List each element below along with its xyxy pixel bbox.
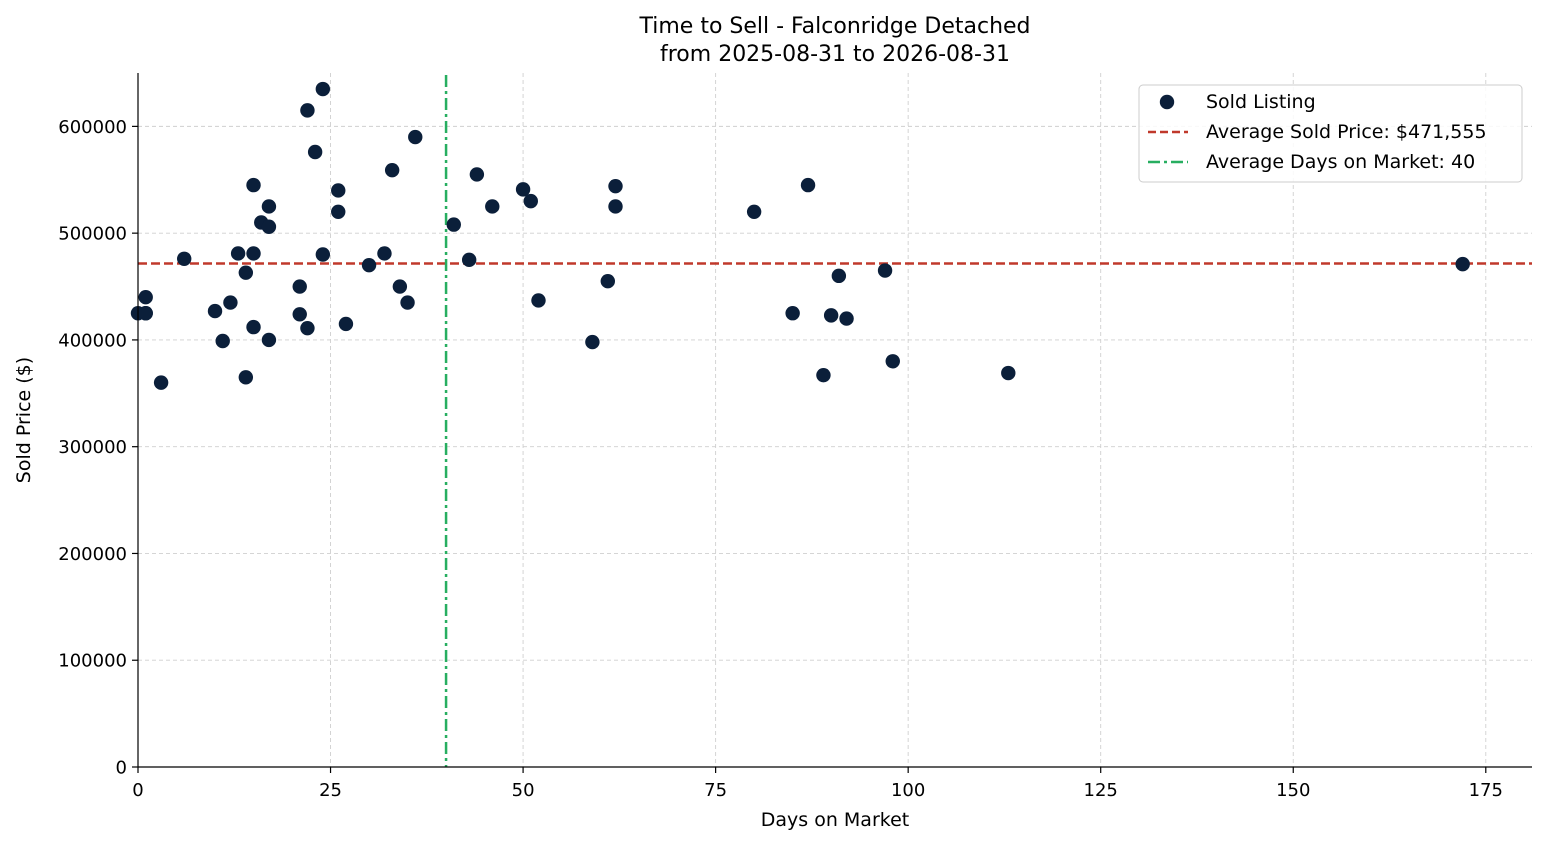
x-tick-label: 100 xyxy=(891,780,925,801)
sold-listing-point xyxy=(785,306,800,321)
sold-listing-point xyxy=(361,257,377,273)
sold-listing-point xyxy=(300,320,315,336)
sold-listing-point xyxy=(523,193,538,209)
sold-listing-point xyxy=(246,246,261,261)
x-tick-label: 75 xyxy=(704,780,727,801)
y-axis-label: Sold Price ($) xyxy=(13,357,35,483)
sold-listing-point xyxy=(823,308,839,323)
sold-listing-point xyxy=(885,354,900,369)
sold-listing-point xyxy=(469,167,485,182)
y-tick-label: 400000 xyxy=(58,330,127,351)
legend-label-average-days: Average Days on Market: 40 xyxy=(1206,151,1475,173)
legend-label-sold-listing: Sold Listing xyxy=(1206,91,1316,113)
sold-listing-point xyxy=(215,333,230,349)
sold-listing-point xyxy=(377,246,392,261)
sold-listing-point xyxy=(246,319,261,335)
sold-listing-point xyxy=(338,316,354,332)
sold-listing-point xyxy=(138,306,153,321)
y-tick-label: 0 xyxy=(116,758,127,779)
sold-listing-point xyxy=(261,332,277,348)
sold-listing-point xyxy=(877,263,893,278)
sold-listing-point xyxy=(392,279,408,294)
sold-listing-point xyxy=(384,162,400,178)
sold-listing-point xyxy=(485,199,500,214)
data-points xyxy=(130,81,1470,390)
sold-listing-point xyxy=(461,252,477,268)
sold-listing-point xyxy=(315,247,331,262)
legend-marker-sold-listing xyxy=(1159,94,1175,110)
axes xyxy=(137,73,1532,768)
x-axis-label: Days on Market xyxy=(761,809,909,831)
legend: Sold Listing Average Sold Price: $471,55… xyxy=(1138,84,1523,183)
sold-listing-point xyxy=(300,103,315,118)
sold-listing-point xyxy=(331,183,346,198)
sold-listing-point xyxy=(400,295,415,310)
sold-listing-point xyxy=(746,204,762,219)
x-tick-label: 175 xyxy=(1469,780,1503,801)
chart-subtitle: from 2025-08-31 to 2026-08-31 xyxy=(660,42,1010,67)
x-tick-label: 0 xyxy=(132,780,143,801)
y-tick-label: 300000 xyxy=(58,437,127,458)
sold-listing-point xyxy=(238,370,254,385)
y-tick-label: 200000 xyxy=(58,544,127,565)
sold-listing-point xyxy=(315,81,331,97)
sold-listing-point xyxy=(223,295,238,310)
sold-listing-point xyxy=(608,199,623,214)
chart-title: Time to Sell - Falconridge Detached xyxy=(638,14,1030,39)
sold-listing-point xyxy=(153,375,169,390)
sold-listing-point xyxy=(261,219,277,234)
sold-listing-point xyxy=(307,144,323,160)
tick-labels: 0 25 50 75 100 125 150 175 0 100000 200000 300000 40… xyxy=(58,117,1503,801)
legend-label-average-sold-price: Average Sold Price: $471,555 xyxy=(1206,121,1487,143)
y-tick-label: 500000 xyxy=(58,224,127,245)
x-tick-label: 50 xyxy=(512,780,535,801)
sold-listing-point xyxy=(831,268,847,284)
x-tick-label: 150 xyxy=(1276,780,1310,801)
sold-listing-point xyxy=(207,303,223,319)
sold-listing-point xyxy=(1455,256,1470,272)
sold-listing-point xyxy=(292,279,307,294)
sold-listing-point xyxy=(1001,365,1016,381)
x-tick-label: 25 xyxy=(319,780,342,801)
sold-listing-point xyxy=(839,311,854,326)
sold-listing-point xyxy=(261,199,277,214)
sold-listing-point xyxy=(515,182,531,197)
sold-listing-point xyxy=(585,334,600,350)
y-tick-label: 600000 xyxy=(58,117,127,138)
reference-lines xyxy=(138,75,1532,767)
sold-listing-point xyxy=(531,293,546,308)
sold-listing-point xyxy=(292,307,307,322)
sold-listing-point xyxy=(800,177,816,193)
y-tick-label: 100000 xyxy=(58,651,127,672)
legend-box xyxy=(1138,84,1523,183)
sold-listing-point xyxy=(230,246,246,261)
sold-listing-point xyxy=(600,274,616,289)
sold-listing-point xyxy=(608,178,623,194)
sold-listing-point xyxy=(446,217,461,232)
sold-listing-point xyxy=(331,204,346,219)
x-tick-label: 125 xyxy=(1084,780,1118,801)
sold-listing-point xyxy=(177,251,192,266)
sold-listing-point xyxy=(238,265,254,280)
sold-listing-point xyxy=(816,367,831,383)
sold-listing-point xyxy=(138,290,153,305)
sold-listing-point xyxy=(246,177,261,193)
sold-listing-point xyxy=(408,129,423,145)
